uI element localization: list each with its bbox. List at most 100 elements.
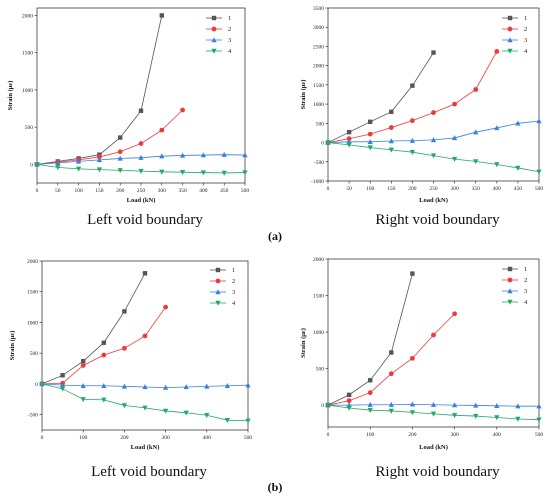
- series-1-point: [410, 271, 415, 276]
- series-2-point: [452, 311, 457, 317]
- series-3-point: [163, 384, 169, 390]
- series-2-point: [410, 355, 415, 361]
- x-tick-label: 200: [120, 435, 129, 441]
- chart-caption: Right void boundary: [375, 464, 500, 480]
- series-4-point: [515, 165, 521, 171]
- chart-caption: Left void boundary: [91, 464, 207, 480]
- series-3-point: [142, 384, 148, 390]
- x-axis-label: Load (kN): [127, 197, 156, 204]
- series-4-point: [367, 145, 373, 151]
- series-3-point: [473, 402, 479, 408]
- legend-4-label: 4: [232, 300, 236, 307]
- series-4-point: [367, 408, 373, 413]
- series-4-point: [163, 408, 169, 414]
- panel-label-b: (b): [268, 480, 283, 494]
- x-tick-label: 400: [493, 186, 502, 192]
- series-1-point: [138, 108, 144, 113]
- legend-4-marker: [211, 48, 217, 54]
- series-3-point: [536, 118, 542, 124]
- y-axis-label: Strain (με): [9, 331, 16, 361]
- series-4-point: [55, 165, 61, 171]
- x-tick-label: 350: [472, 186, 481, 192]
- legend-2-label: 2: [524, 26, 527, 33]
- series-1-point: [389, 350, 394, 355]
- legend-1-marker: [507, 15, 513, 21]
- series-4-point: [536, 417, 542, 423]
- y-tick-label: -1000: [311, 179, 324, 185]
- series-4-point: [101, 397, 107, 403]
- x-tick-label: 200: [116, 188, 125, 194]
- series-2-point: [410, 118, 415, 124]
- series-3-point: [121, 383, 127, 389]
- series-2-line: [327, 51, 498, 143]
- y-tick-label: 500: [30, 351, 39, 357]
- y-tick-label: 1500: [27, 290, 38, 296]
- series-3-point: [367, 138, 373, 144]
- legend-3-marker: [507, 37, 513, 43]
- y-tick-label: -500: [28, 413, 38, 419]
- series-3-point: [494, 125, 500, 131]
- series-2-point: [346, 136, 352, 142]
- legend-2-marker: [211, 26, 217, 32]
- series-4-point: [494, 415, 500, 421]
- y-tick-label: 0: [35, 382, 38, 388]
- series-2-point: [431, 110, 436, 115]
- x-tick-label: 500: [535, 432, 544, 438]
- series-4-point: [142, 405, 148, 411]
- chart-caption: Left void boundary: [87, 212, 203, 228]
- series-3-point: [221, 151, 227, 157]
- series-3-point: [409, 137, 415, 143]
- y-tick-label: 3500: [313, 6, 324, 12]
- series-4-point: [536, 169, 542, 175]
- series-2-point: [346, 398, 352, 404]
- x-tick-label: 250: [137, 188, 146, 194]
- series-1-point: [122, 309, 127, 314]
- x-tick-label: 300: [158, 188, 167, 194]
- x-tick-label: 200: [408, 432, 417, 438]
- series-4-point: [388, 408, 394, 414]
- series-3-point: [388, 401, 394, 407]
- series-4-point: [138, 168, 144, 174]
- series-4-point: [452, 413, 458, 419]
- y-tick-label: 1000: [313, 330, 324, 336]
- legend-1-marker: [211, 15, 217, 21]
- series-3-point: [180, 152, 186, 158]
- series-4-point: [60, 386, 66, 392]
- series-2-point: [431, 332, 436, 338]
- series-2-point: [101, 352, 107, 358]
- series-3-point: [452, 402, 458, 408]
- series-1-line: [327, 273, 413, 406]
- series-4-point: [221, 170, 227, 176]
- y-tick-label: 0: [321, 141, 324, 147]
- x-tick-label: 200: [408, 186, 417, 192]
- y-tick-label: 0: [321, 403, 324, 409]
- y-tick-label: -500: [314, 160, 324, 166]
- series-4-point: [346, 405, 352, 411]
- y-tick-label: 500: [316, 121, 325, 127]
- series-1-point: [410, 83, 415, 88]
- chart-caption: Right void boundary: [375, 212, 500, 228]
- series-1-point: [389, 109, 394, 114]
- x-tick-label: 100: [74, 188, 83, 194]
- x-tick-label: 450: [514, 186, 523, 192]
- series-3-point: [242, 152, 248, 158]
- x-tick-label: 50: [55, 188, 61, 194]
- series-4-point: [200, 170, 206, 176]
- x-tick-label: 0: [41, 435, 44, 441]
- legend-1-marker: [215, 267, 221, 273]
- series-4-point: [76, 166, 82, 172]
- legend-2-marker: [507, 26, 513, 32]
- legend-2-label: 2: [228, 26, 231, 33]
- series-2-line: [327, 313, 455, 406]
- legend-3-marker: [211, 37, 217, 43]
- series-2-point: [80, 363, 86, 368]
- x-tick-label: 150: [387, 186, 396, 192]
- series-4-point: [159, 169, 165, 175]
- series-4-point: [430, 411, 437, 417]
- series-3-point: [367, 401, 373, 407]
- series-2-point: [367, 390, 373, 396]
- x-tick-label: 400: [493, 432, 502, 438]
- series-4-point: [34, 162, 40, 168]
- chart-a-right: 0 50 100 150 200 250 300 350 400 450 500 -1000 -500 0…: [300, 6, 543, 228]
